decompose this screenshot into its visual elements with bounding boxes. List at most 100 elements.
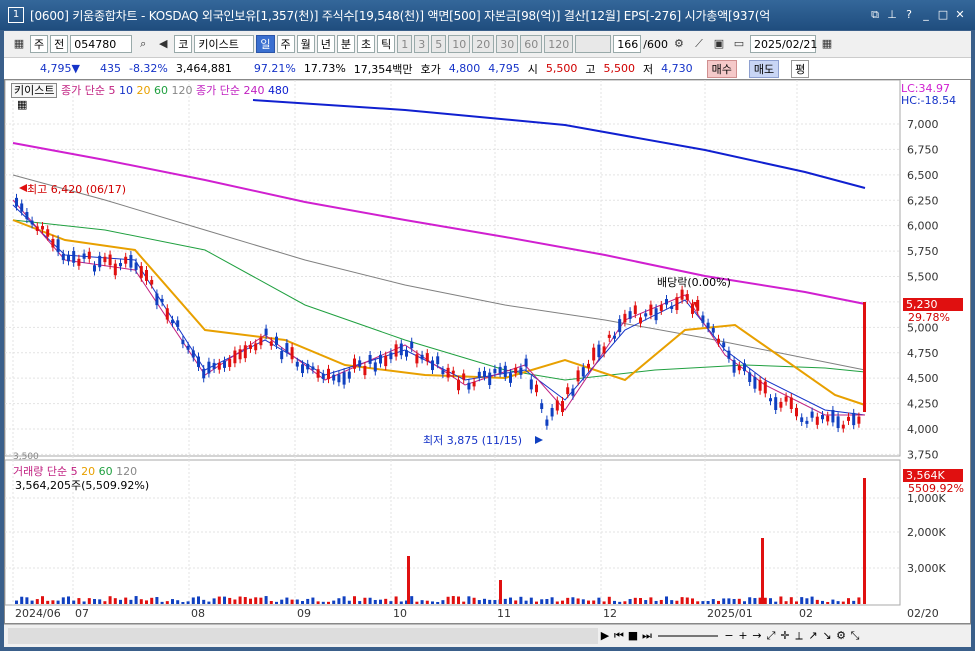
candle-body [363,365,367,376]
num-5[interactable]: 5 [431,35,447,53]
chart-tag[interactable]: 키이스트 [11,83,58,98]
volume-bar [701,601,705,604]
down-arrow-tool-icon[interactable]: ↘ [822,629,832,642]
volume-bar [462,601,466,604]
volume-bar [774,601,778,604]
volume-bar [763,597,767,604]
volume-bar [555,601,559,604]
ma480-label: 480 [267,84,289,97]
x-end-label: 02/20 [907,607,939,620]
candle-body [581,367,585,377]
expand-icon[interactable]: ⤢ [766,629,776,642]
calendar-icon[interactable]: ▦ [821,37,833,50]
count-input[interactable]: 166 [613,35,642,53]
speaker-icon[interactable]: ◀ [159,37,168,50]
save-icon[interactable]: ▣ [713,37,725,50]
zoom-out-icon[interactable]: − [724,629,734,642]
volume-bar [186,601,190,604]
minimize-icon[interactable]: _ [923,8,929,21]
zoom-in-icon[interactable]: + [738,629,748,642]
num-10[interactable]: 10 [448,35,471,53]
volume-bar [197,596,200,604]
tf-year[interactable]: 년 [316,35,335,53]
volume-bar [420,600,424,604]
candle-body [477,371,481,378]
table-icon[interactable]: ▦ [17,98,28,111]
candle-body [524,358,528,367]
volume-bar [758,597,762,604]
candle-body [249,345,252,349]
grid-icon[interactable]: ▦ [13,37,25,50]
num-1[interactable]: 1 [397,35,413,53]
num-20[interactable]: 20 [472,35,495,53]
custom-num-select[interactable] [575,35,612,53]
turnover: 17.73% [303,62,346,75]
stock-code-input[interactable]: 054780 [70,35,133,53]
tools-icon[interactable]: ⚙ [674,37,684,50]
volume-bar [784,601,788,604]
volume-bar [805,598,809,604]
vol-ratio: 97.21% [253,62,296,75]
resize-icon[interactable]: ⤡ [850,629,860,642]
last-icon[interactable]: ⏭ [642,629,652,642]
avg-button[interactable]: 평 [791,59,810,78]
measure-icon[interactable]: ⟂ [795,629,803,642]
candle-body [228,358,232,367]
vol-tick-label: 2,000K [907,526,946,539]
volume-bar [815,599,819,604]
period-select[interactable]: 주 [30,35,49,53]
maximize-icon[interactable]: □ [937,8,949,21]
candle-body [207,361,211,374]
up-arrow-icon[interactable]: ↗ [808,629,818,642]
first-icon[interactable]: ⏮ [614,629,624,642]
chart-area[interactable]: 7,0006,7506,5006,2506,0005,7505,5005,250… [4,79,971,624]
num-60[interactable]: 60 [520,35,543,53]
num-3[interactable]: 3 [414,35,430,53]
pin-icon[interactable]: ⊥ [887,8,897,21]
candle-body [358,360,362,367]
close-icon[interactable]: ✕ [955,8,965,21]
play-icon[interactable]: ▶ [600,629,610,642]
volume-bar [717,600,720,604]
tf-minute[interactable]: 분 [336,35,355,53]
zoom-slider[interactable] [658,635,718,637]
open-label: 시 [527,62,538,76]
tf-tick[interactable]: 틱 [377,35,396,53]
num-120[interactable]: 120 [544,35,574,53]
sell-button[interactable]: 매도 [748,59,780,78]
prev-button[interactable]: 전 [50,35,69,53]
volume-bar [134,596,138,604]
tf-second[interactable]: 초 [357,35,376,53]
volume-bar [597,597,601,604]
line-icon[interactable]: ⟋ [695,37,703,50]
candle-body [93,265,96,272]
arrow-icon[interactable]: → [752,629,762,642]
candle-body [238,349,242,360]
volume-bar [51,600,55,604]
num-30[interactable]: 30 [496,35,519,53]
vol-label: 거래량 단순 5 [13,465,78,478]
candle-body [15,197,18,207]
volume-bar [587,600,590,604]
buy-button[interactable]: 매수 [706,59,737,78]
help-icon[interactable]: ? [906,8,912,21]
search-icon[interactable]: ⌕ [140,37,147,50]
candle-body [415,354,419,364]
tf-month[interactable]: 월 [296,35,315,53]
stop-icon[interactable]: ■ [627,629,639,642]
link-icon[interactable]: ⧉ [871,8,879,21]
candle-body [269,341,273,346]
candle-body [56,239,60,253]
screen-icon[interactable]: ▭ [733,37,745,50]
tf-day[interactable]: 일 [256,35,275,53]
volume-bar [561,600,564,604]
date-input[interactable]: 2025/02/21 [749,35,817,53]
change: 435 [99,62,121,75]
candle-body [87,251,91,259]
scroll-track[interactable] [8,628,598,644]
tf-week[interactable]: 주 [276,35,295,53]
candle-body [545,419,549,426]
crosshair-icon[interactable]: ✛ [780,629,790,642]
settings-icon[interactable]: ⚙ [836,629,846,642]
y-tick-label: 6,000 [907,220,939,233]
